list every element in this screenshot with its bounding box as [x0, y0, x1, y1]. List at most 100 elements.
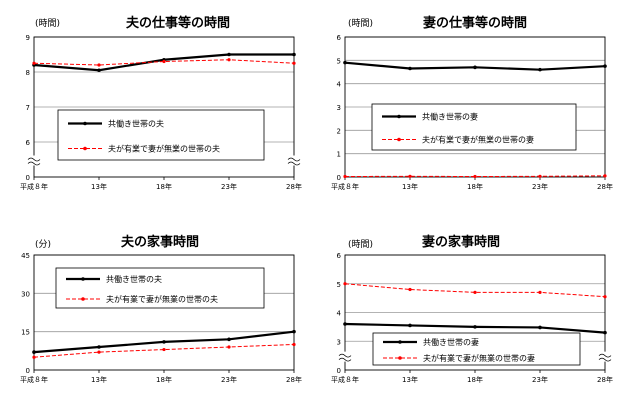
- legend-label: 共働き世帯の夫: [108, 119, 164, 129]
- legend-marker: [397, 138, 401, 142]
- data-point: [603, 64, 607, 68]
- x-tick-label: 18年: [156, 182, 172, 191]
- data-point: [473, 66, 477, 70]
- legend-marker: [83, 122, 87, 126]
- y-tick-label: 8: [26, 69, 30, 77]
- y-tick-label: 3: [337, 338, 341, 346]
- x-tick-label: 28年: [597, 375, 613, 384]
- data-point: [603, 331, 607, 335]
- y-tick-label: 4: [337, 310, 342, 318]
- data-point: [538, 175, 541, 178]
- data-point: [162, 348, 165, 351]
- unit-label: (時間): [348, 18, 373, 29]
- data-point: [32, 62, 35, 65]
- legend: 共働き世帯の妻夫が有業で妻が無業の世帯の妻: [373, 333, 580, 365]
- data-point: [538, 68, 542, 72]
- legend-marker: [81, 297, 85, 301]
- y-tick-label: 3: [337, 104, 341, 112]
- y-tick-label: 6: [337, 252, 342, 260]
- chart-title: 妻の家事時間: [422, 234, 500, 250]
- y-tick-label: 30: [21, 290, 30, 298]
- chart-panel-4: 0 3 4 5 6 平成８年 13年 18年 23年 28年 妻の家事時間 (時間) 共働き世帯の妻夫が…: [331, 234, 613, 384]
- data-point: [473, 175, 476, 178]
- y-tick-label: 4: [337, 81, 342, 89]
- unit-label: (分): [35, 239, 51, 250]
- legend-marker: [397, 115, 401, 119]
- chart-title: 夫の仕事等の時間: [126, 15, 230, 31]
- unit-label: (時間): [348, 239, 373, 250]
- data-point: [97, 351, 100, 354]
- y-tick-label: 0: [337, 367, 341, 375]
- data-point: [162, 60, 165, 63]
- legend-label: 夫が有業で妻が無業の世帯の妻: [423, 353, 535, 363]
- y-tick-label: 0: [26, 174, 30, 182]
- y-tick-label: 6: [26, 139, 31, 147]
- legend-marker: [83, 147, 87, 151]
- data-point: [408, 175, 411, 178]
- y-tick-label: 15: [21, 329, 30, 337]
- data-point: [32, 350, 36, 354]
- data-point: [408, 324, 412, 328]
- data-point: [227, 58, 230, 61]
- data-point: [538, 291, 541, 294]
- legend-label: 夫が有業で妻が無業の世帯の夫: [106, 294, 218, 304]
- data-point: [343, 61, 347, 65]
- chart-title: 夫の家事時間: [121, 234, 199, 250]
- data-point: [162, 340, 166, 344]
- legend-label: 共働き世帯の夫: [106, 274, 162, 284]
- legend-marker: [81, 277, 85, 281]
- legend-marker: [398, 356, 402, 360]
- data-point: [343, 282, 346, 285]
- x-tick-label: 28年: [286, 375, 302, 384]
- data-point: [603, 295, 606, 298]
- data-point: [227, 53, 231, 57]
- x-tick-label: 13年: [402, 182, 418, 191]
- x-tick-label: 13年: [402, 375, 418, 384]
- legend: 共働き世帯の夫夫が有業で妻が無業の世帯の夫: [58, 110, 264, 160]
- data-point: [408, 67, 412, 71]
- x-tick-label: 23年: [221, 182, 237, 191]
- x-tick-label: 13年: [91, 375, 107, 384]
- legend-label: 共働き世帯の妻: [423, 337, 479, 347]
- y-tick-label: 5: [337, 57, 341, 65]
- data-point: [473, 291, 476, 294]
- data-point: [32, 356, 35, 359]
- y-tick-label: 45: [21, 252, 30, 260]
- data-point: [227, 345, 230, 348]
- data-point: [343, 175, 346, 178]
- chart-panel-3: 0153045平成８年 13年 18年 23年 28年夫の家事時間(分)共働き世帯の夫夫…: [20, 234, 302, 384]
- y-tick-label: 2: [337, 127, 341, 135]
- series-line-2: [345, 284, 605, 297]
- chart-panel-2: 0 1 2 3 4 5 6 平成８年 13年 18年 23年 28年 妻の仕事等の時間 (時間) 共働き世帯…: [331, 15, 613, 191]
- charts-canvas: 06789平成８年 13年 18年 23年 28年夫の仕事等の時間(時間)共働き世帯の夫…: [0, 0, 640, 403]
- unit-label: (時間): [35, 18, 60, 29]
- x-tick-label: 平成８年: [331, 375, 359, 384]
- x-tick-label: 28年: [286, 182, 302, 191]
- y-tick-label: 1: [337, 151, 341, 159]
- x-tick-label: 13年: [91, 182, 107, 191]
- data-point: [292, 330, 296, 334]
- data-point: [343, 322, 347, 326]
- data-point: [473, 325, 477, 329]
- y-tick-label: 0: [337, 174, 341, 182]
- data-point: [292, 343, 295, 346]
- data-point: [292, 62, 295, 65]
- legend-label: 夫が有業で妻が無業の世帯の夫: [108, 144, 220, 154]
- y-tick-label: 5: [337, 281, 341, 289]
- y-tick-label: 7: [26, 104, 30, 112]
- legend-marker: [398, 340, 402, 344]
- y-tick-label: 0: [26, 367, 30, 375]
- data-point: [408, 288, 411, 291]
- data-point: [292, 53, 296, 57]
- data-point: [97, 63, 100, 66]
- x-tick-label: 平成８年: [331, 182, 359, 191]
- x-tick-label: 18年: [156, 375, 172, 384]
- legend-label: 共働き世帯の妻: [422, 112, 478, 122]
- x-tick-label: 28年: [597, 182, 613, 191]
- x-tick-label: 平成８年: [20, 182, 48, 191]
- chart-panel-1: 0 6 7 8 9 平成８年 13年 18年 23年 28年 夫の仕事等の時間 (時間) 共働き世帯の夫…: [20, 15, 302, 191]
- x-tick-label: 23年: [532, 375, 548, 384]
- data-point: [538, 326, 542, 330]
